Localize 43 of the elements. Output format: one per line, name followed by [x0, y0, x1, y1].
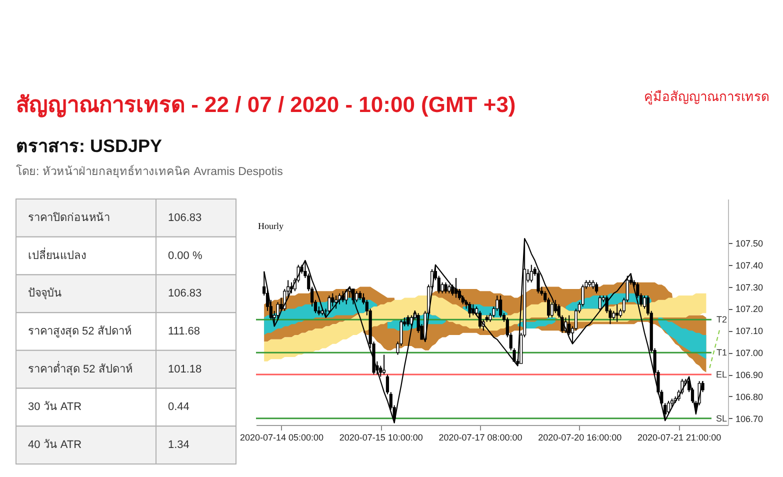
y-tick-label: 106.80	[736, 392, 764, 402]
text: 106.83	[168, 288, 202, 300]
y-tick-label: 107.10	[736, 326, 764, 336]
candlestick	[536, 270, 540, 294]
text: 1.34	[168, 439, 190, 452]
ref-line-label: T1	[716, 348, 727, 358]
x-tick-label: 2020-07-14 05:00:00	[240, 432, 324, 442]
category-label: 30 วัน ATR	[28, 401, 82, 414]
text: 111.68	[168, 326, 200, 338]
text: 0.00 %	[168, 250, 202, 262]
y-tick-label: 107.40	[736, 260, 764, 270]
category-label: ราคาสูงสุด 52 สัปดาห์	[28, 324, 132, 338]
ref-line-label: T2	[716, 314, 727, 325]
ref-line-label: EL	[716, 370, 727, 380]
category-label: เปลี่ยนแปลง	[28, 246, 86, 262]
y-tick-label: 107.20	[736, 304, 764, 314]
text: 106.83	[168, 212, 202, 224]
candlestick	[444, 282, 448, 294]
candlestick	[440, 282, 444, 294]
annotation: Hourly	[258, 221, 284, 231]
x-tick-label: 2020-07-21 21:00:00	[638, 432, 722, 442]
y-tick-label: 107.50	[736, 238, 764, 248]
x-tick-label: 2020-07-17 08:00:00	[438, 432, 522, 442]
text: ตราสาร: USDJPY	[16, 136, 162, 156]
category-label: ราคาต่ำสุด 52 สัปดาห์	[28, 360, 132, 376]
x-tick-label: 2020-07-15 10:00:00	[339, 432, 423, 442]
x-tick-label: 2020-07-20 16:00:00	[538, 432, 622, 442]
category-label: 40 วัน ATR	[28, 439, 82, 452]
text: คู่มือสัญญาณการเทรด	[644, 89, 769, 105]
text: 0.44	[168, 401, 190, 414]
text: 101.18	[168, 363, 202, 376]
candlestick	[666, 400, 670, 415]
y-tick-label: 106.90	[736, 370, 764, 380]
text: โดย: หัวหน้าฝ่ายกลยุทธ์ทางเทคนิค Avramis Despotis	[16, 164, 284, 178]
text: สัญญาณการเทรด - 22 / 07 / 2020 - 10:00 (GMT +3)	[16, 92, 516, 118]
candlestick	[530, 264, 533, 283]
ref-line-label: SL	[716, 413, 727, 424]
y-tick-label: 106.70	[736, 414, 764, 424]
y-tick-label: 107.30	[736, 282, 764, 292]
category-label: ปัจจุบัน	[28, 288, 62, 300]
y-tick-label: 107.00	[736, 348, 764, 358]
category-label: ราคาปิดก่อนหน้า	[28, 212, 110, 224]
candlestick	[594, 282, 598, 294]
